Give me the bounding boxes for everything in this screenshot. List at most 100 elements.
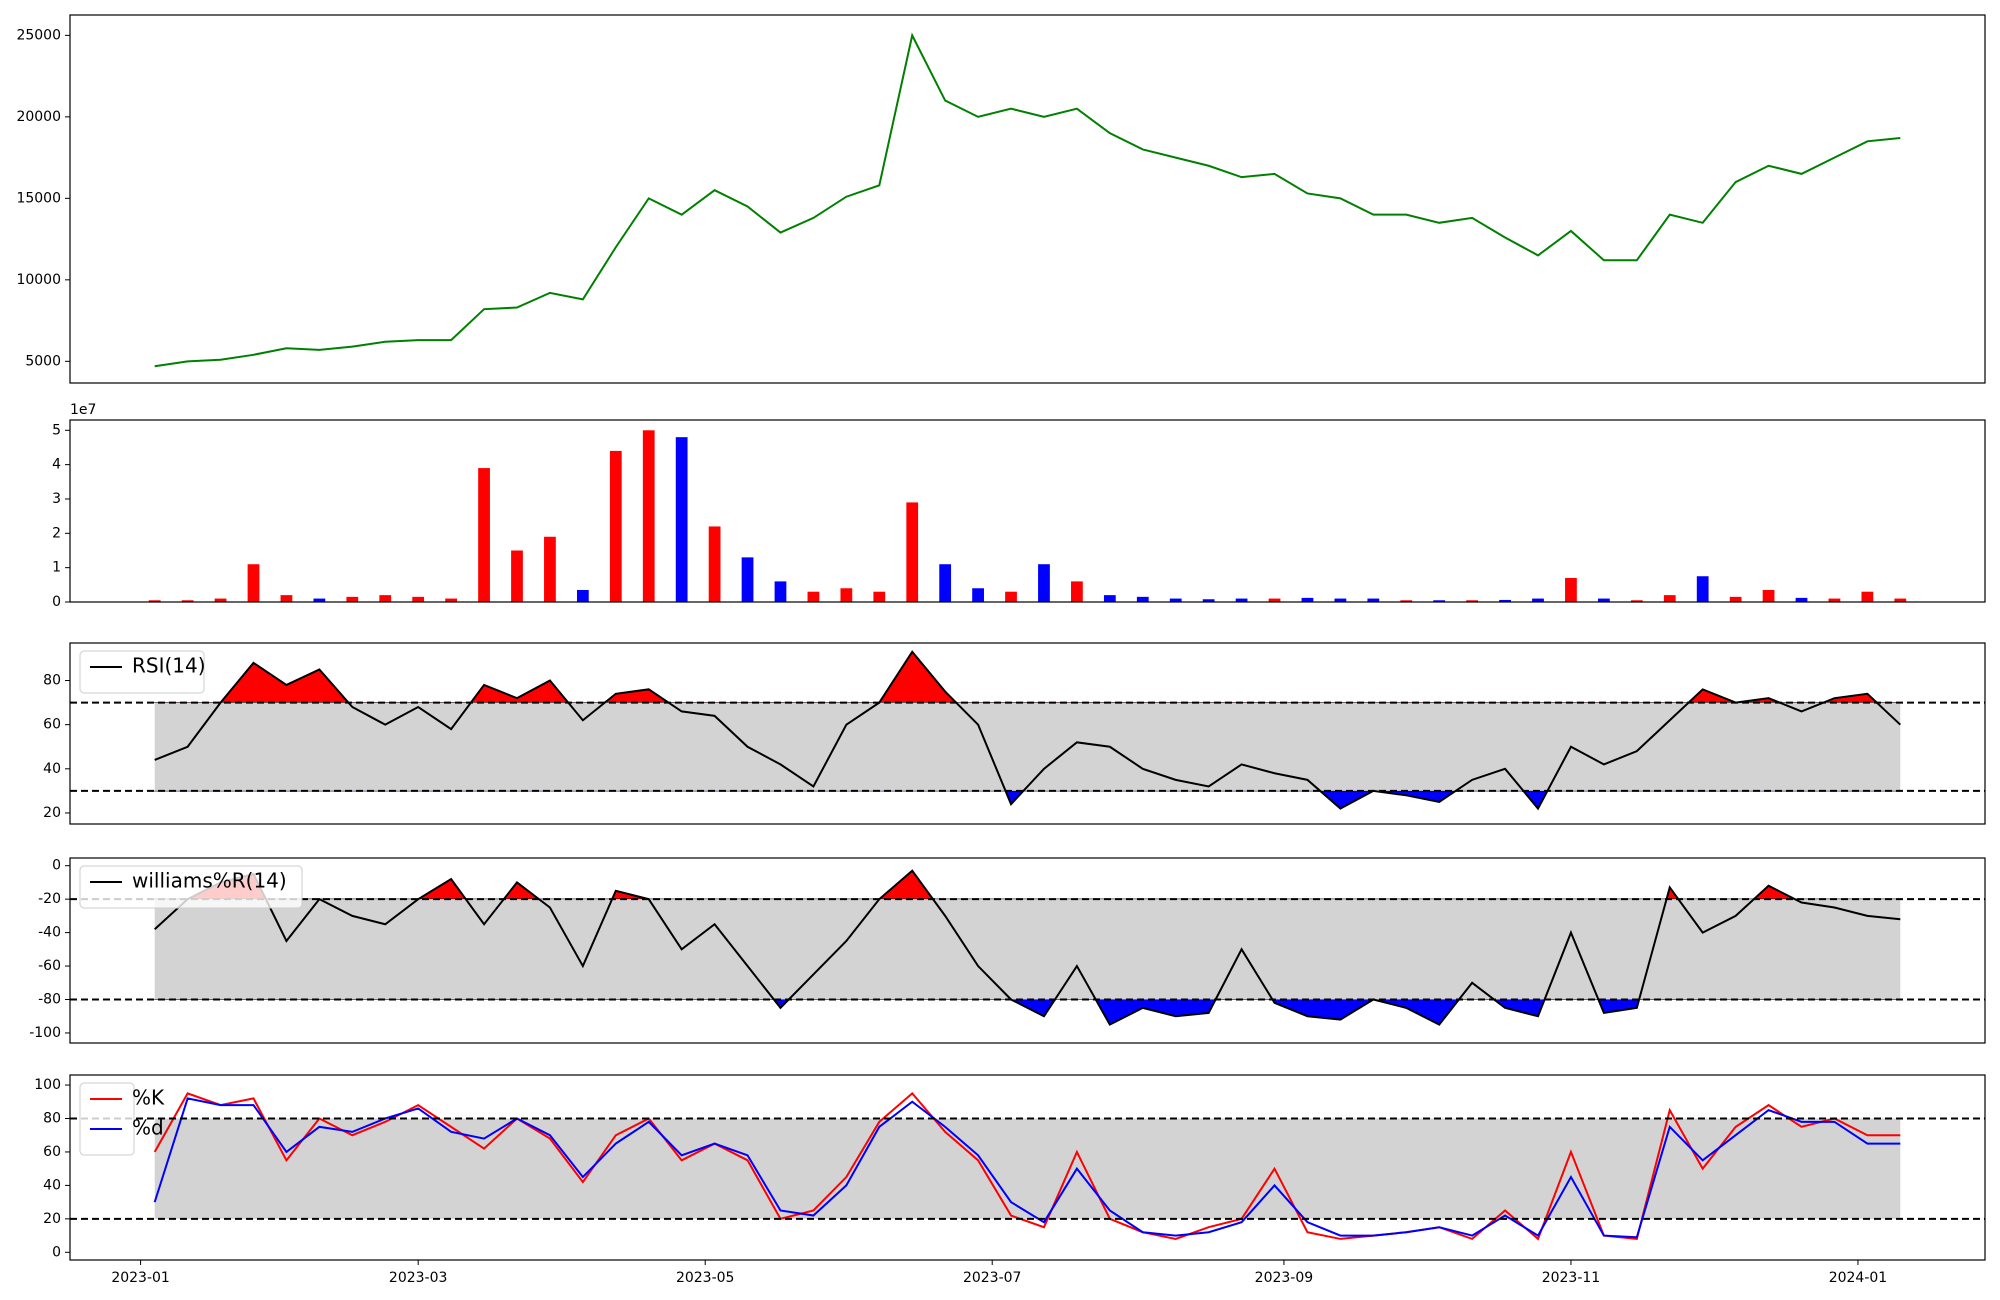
y-tick-label: -100	[29, 1025, 61, 1041]
y-tick-label: -60	[38, 958, 61, 974]
legend-label: %d	[132, 1116, 164, 1140]
legend-label: %K	[132, 1086, 165, 1110]
volume-bar	[1729, 596, 1742, 602]
volume-bar	[675, 437, 688, 602]
y-tick-label: 0	[52, 858, 61, 874]
legend-box	[79, 1082, 135, 1156]
legend-box	[79, 865, 303, 909]
volume-bar	[708, 526, 721, 602]
axes-frame	[69, 14, 1986, 384]
y-tick-label: 2	[52, 525, 61, 541]
y-tick-label: 0	[52, 594, 61, 610]
volume-bar	[379, 595, 392, 602]
y-tick-label: 4	[52, 457, 61, 473]
y-tick-label: 10000	[16, 272, 61, 288]
volume-bar	[939, 564, 952, 602]
y-tick-label: 20	[43, 805, 61, 821]
legend-box	[79, 650, 205, 694]
x-tick-label: 2023-11	[1542, 1270, 1601, 1286]
volume-bar	[642, 430, 655, 602]
y-tick-label: 5000	[25, 353, 61, 369]
y-tick-label: 3	[52, 491, 61, 507]
axes-frame	[69, 857, 1986, 1044]
volume-bar	[247, 564, 260, 602]
neutral-band	[154, 899, 1901, 1000]
volume-bar	[511, 550, 523, 602]
y-tick-label: 25000	[16, 27, 61, 43]
y-tick-label: 40	[43, 761, 61, 777]
volume-bar	[1861, 591, 1874, 602]
volume-bar	[774, 581, 787, 602]
y-tick-label: -20	[38, 891, 61, 907]
y-tick-label: -40	[38, 925, 61, 941]
volume-bar	[1795, 597, 1808, 602]
x-tick-label: 2024-01	[1829, 1270, 1888, 1286]
volume-bar	[1630, 600, 1643, 602]
offset-label: 1e7	[70, 402, 96, 418]
volume-bar	[445, 598, 457, 602]
volume-bar	[972, 588, 984, 602]
x-tick-label: 2023-07	[963, 1270, 1022, 1286]
volume-bar	[873, 591, 886, 602]
y-tick-label: 80	[43, 1110, 61, 1126]
volume-bar	[1532, 598, 1544, 602]
volume-bar	[1663, 595, 1676, 602]
y-tick-label: 5	[52, 422, 61, 438]
volume-bar	[741, 557, 754, 602]
volume-bar	[1499, 599, 1511, 602]
volume-bar	[840, 588, 853, 602]
x-tick-label: 2023-03	[389, 1270, 448, 1286]
volume-bar	[1433, 600, 1446, 602]
y-tick-label: 20	[43, 1211, 61, 1227]
volume-bar	[1598, 598, 1610, 602]
volume-bar	[1334, 598, 1347, 602]
y-tick-label: 80	[43, 673, 61, 689]
volume-bar	[807, 591, 820, 602]
volume-bar	[214, 598, 227, 602]
y-tick-label: 60	[43, 1144, 61, 1160]
volume-bar	[181, 600, 194, 602]
volume-bar	[1828, 598, 1841, 602]
volume-bar	[1400, 600, 1413, 602]
y-tick-label: 1	[52, 560, 61, 576]
y-tick-label: 60	[43, 717, 61, 733]
volume-bar	[1038, 564, 1050, 602]
volume-bar	[346, 596, 359, 602]
volume-bar	[280, 595, 293, 602]
volume-bar	[1071, 581, 1083, 602]
volume-bar	[1169, 598, 1182, 602]
volume-bar	[609, 450, 622, 602]
axes-frame	[69, 642, 1986, 825]
volume-bar	[576, 589, 589, 602]
volume-bar	[1235, 598, 1248, 602]
volume-bar	[1696, 576, 1709, 602]
series-line	[154, 869, 1901, 1026]
volume-bar	[1202, 599, 1215, 602]
y-tick-label: -80	[38, 992, 61, 1008]
volume-bar	[1103, 595, 1116, 602]
volume-bar	[1301, 597, 1314, 602]
oversold-fill	[154, 790, 1901, 810]
y-tick-label: 40	[43, 1177, 61, 1193]
oversold-fill	[154, 999, 1901, 1026]
neutral-band	[154, 702, 1901, 791]
y-tick-label: 20000	[16, 109, 61, 125]
neutral-band	[154, 1118, 1901, 1219]
y-tick-label: 15000	[16, 190, 61, 206]
volume-bar	[1762, 589, 1775, 602]
series-line	[154, 32, 1901, 368]
legend-label: RSI(14)	[132, 654, 206, 678]
legend-label: williams%R(14)	[132, 869, 287, 893]
volume-bar	[1466, 600, 1479, 602]
x-tick-label: 2023-05	[676, 1270, 735, 1286]
series-line	[154, 650, 1901, 811]
volume-bar	[478, 468, 490, 602]
x-tick-label: 2023-09	[1255, 1270, 1314, 1286]
series-line	[153, 1097, 1901, 1239]
volume-bar	[1005, 591, 1017, 602]
volume-bar	[1268, 598, 1281, 602]
volume-bar	[1136, 596, 1149, 602]
volume-bar	[313, 598, 326, 602]
x-tick-label: 2023-01	[111, 1270, 170, 1286]
